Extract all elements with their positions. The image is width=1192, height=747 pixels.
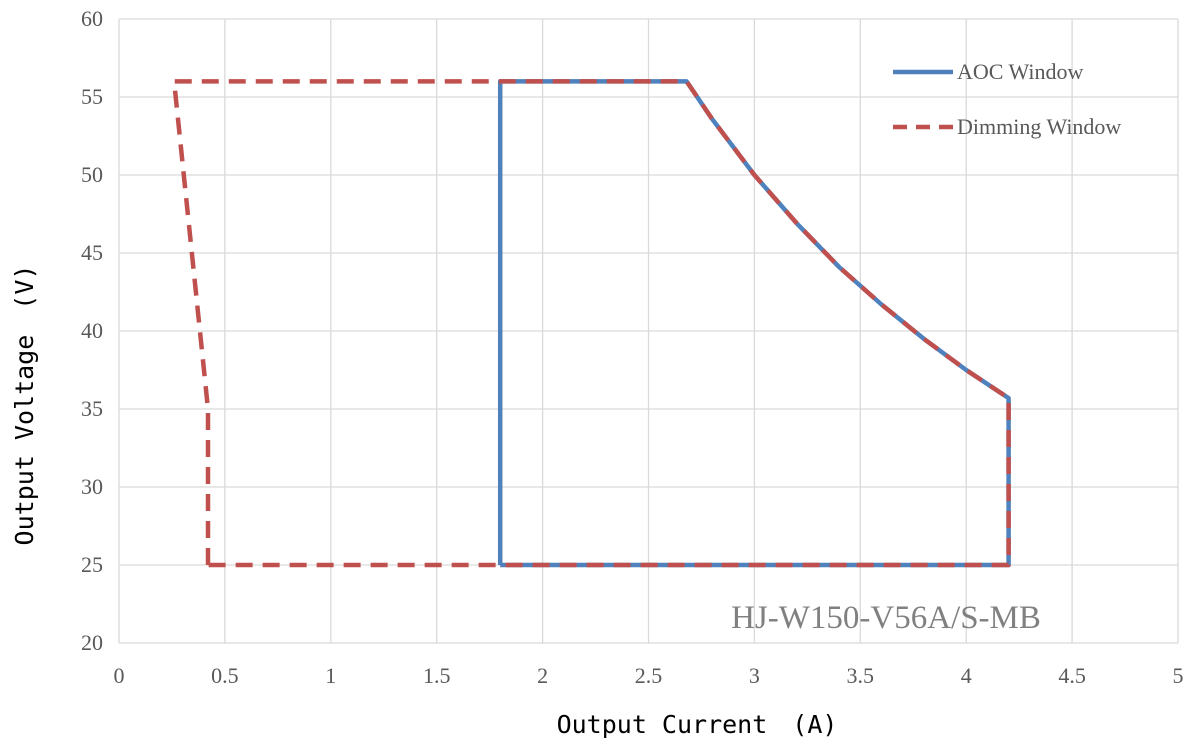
y-axis-ticks: 20 25 30 35 40 45 50 55 60 [81, 6, 103, 655]
series-lines [171, 79, 1011, 568]
x-tick-label: 4 [961, 663, 972, 688]
x-tick-label: 2.5 [635, 663, 663, 688]
chart-annotation: HJ-W150-V56A/S-MB [731, 600, 1041, 636]
y-tick-label: 30 [81, 474, 103, 499]
y-tick-label: 40 [81, 318, 103, 343]
x-tick-label: 2 [537, 663, 548, 688]
x-tick-label: 4.5 [1058, 663, 1086, 688]
x-tick-label: 3 [749, 663, 760, 688]
series-line-dimming-window [171, 79, 1011, 568]
x-tick-label: 1 [325, 663, 336, 688]
y-tick-label: 60 [81, 6, 103, 31]
y-tick-label: 20 [81, 630, 103, 655]
series-line-aoc-window [497, 79, 1011, 568]
legend-label: AOC Window [957, 59, 1084, 84]
y-tick-label: 55 [81, 84, 103, 109]
legend: AOC Window Dimming Window [893, 59, 1121, 139]
grid [118, 18, 1179, 644]
y-tick-label: 45 [81, 240, 103, 265]
x-tick-label: 0.5 [211, 663, 239, 688]
x-tick-label: 0 [114, 663, 125, 688]
x-tick-label: 5 [1173, 663, 1184, 688]
x-axis-ticks: 0 0.5 1 1.5 2 2.5 3 3.5 4 4.5 5 [114, 663, 1184, 688]
y-tick-label: 25 [81, 552, 103, 577]
x-tick-label: 3.5 [847, 663, 875, 688]
x-tick-label: 1.5 [423, 663, 451, 688]
y-tick-label: 35 [81, 396, 103, 421]
y-axis-title: Output Voltage (V) [10, 265, 39, 546]
x-axis-title: Output Current (A) [557, 710, 838, 739]
legend-label: Dimming Window [957, 114, 1121, 139]
y-tick-label: 50 [81, 162, 103, 187]
